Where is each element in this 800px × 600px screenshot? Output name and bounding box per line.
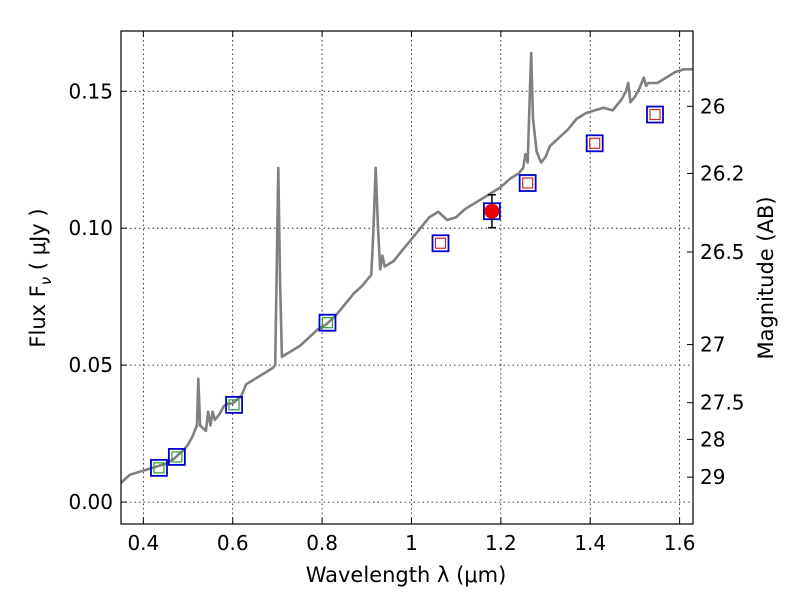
photometry-marker-outer: [167, 447, 186, 466]
right-tick-label: 27.5: [700, 391, 745, 415]
marker-layer: [150, 105, 664, 477]
photometry-marker-inner: [228, 399, 240, 411]
x-tick-label: 0.6: [217, 531, 249, 555]
x-tick-label: 1: [405, 531, 418, 555]
y-axis-label-main: Flux F: [26, 285, 50, 347]
photometry-marker-inner: [589, 137, 601, 149]
right-tick-label: 26.5: [700, 240, 745, 264]
right-tick-label: 27: [700, 333, 725, 357]
plot-frame: [120, 30, 694, 525]
y-tick-label: 0.05: [68, 353, 113, 377]
photometry-marker-outer: [431, 234, 450, 253]
y-axis-label-subscript: ν: [37, 277, 55, 285]
x-tick-label: 1.6: [664, 531, 696, 555]
y-axis-label: Flux Fν ( μJy ): [26, 208, 55, 347]
photometry-marker-inner: [153, 462, 165, 474]
photometry-marker-inner: [434, 237, 447, 249]
photometry-marker-outer: [150, 458, 168, 477]
x-tick-label: 0.8: [306, 531, 338, 555]
y-tick-label: 0.10: [68, 216, 113, 240]
y-axis-label-unit: ( μJy ): [26, 208, 50, 276]
observed-point: [484, 203, 500, 219]
right-tick-label: 26.2: [700, 161, 745, 185]
series-layer: [120, 51, 693, 484]
photometry-marker-outer: [518, 174, 537, 192]
photometry-marker-outer: [646, 105, 664, 124]
x-axis-label: Wavelength λ (μm): [306, 563, 507, 587]
right-tick-label: 29: [700, 465, 725, 489]
tick-layer: 0.4 0.6 0.8 1 1.2 1.4 1.6 0.00 0.05 0.10 0.15 26 26.…: [68, 31, 745, 555]
right-axis-label: Magnitude (AB): [754, 196, 778, 359]
photometry-marker-outer: [225, 395, 243, 414]
x-tick-label: 1.4: [574, 531, 606, 555]
right-tick-label: 26: [700, 94, 725, 118]
photometry-marker-inner: [171, 451, 183, 463]
photometry-marker-outer: [585, 134, 604, 153]
photometry-marker-inner: [649, 108, 661, 121]
right-tick-label: 28: [700, 427, 725, 451]
photometry-marker-inner: [522, 177, 534, 189]
x-tick-label: 1.2: [485, 531, 517, 555]
grid: [121, 31, 693, 524]
frame-layer: [120, 30, 694, 525]
photometry-marker-inner: [321, 317, 334, 329]
y-tick-label: 0.15: [68, 79, 113, 103]
spectrum-line: [120, 51, 693, 484]
y-tick-label: 0.00: [68, 490, 113, 514]
photometry-marker-outer: [318, 313, 337, 332]
x-tick-label: 0.4: [127, 531, 159, 555]
